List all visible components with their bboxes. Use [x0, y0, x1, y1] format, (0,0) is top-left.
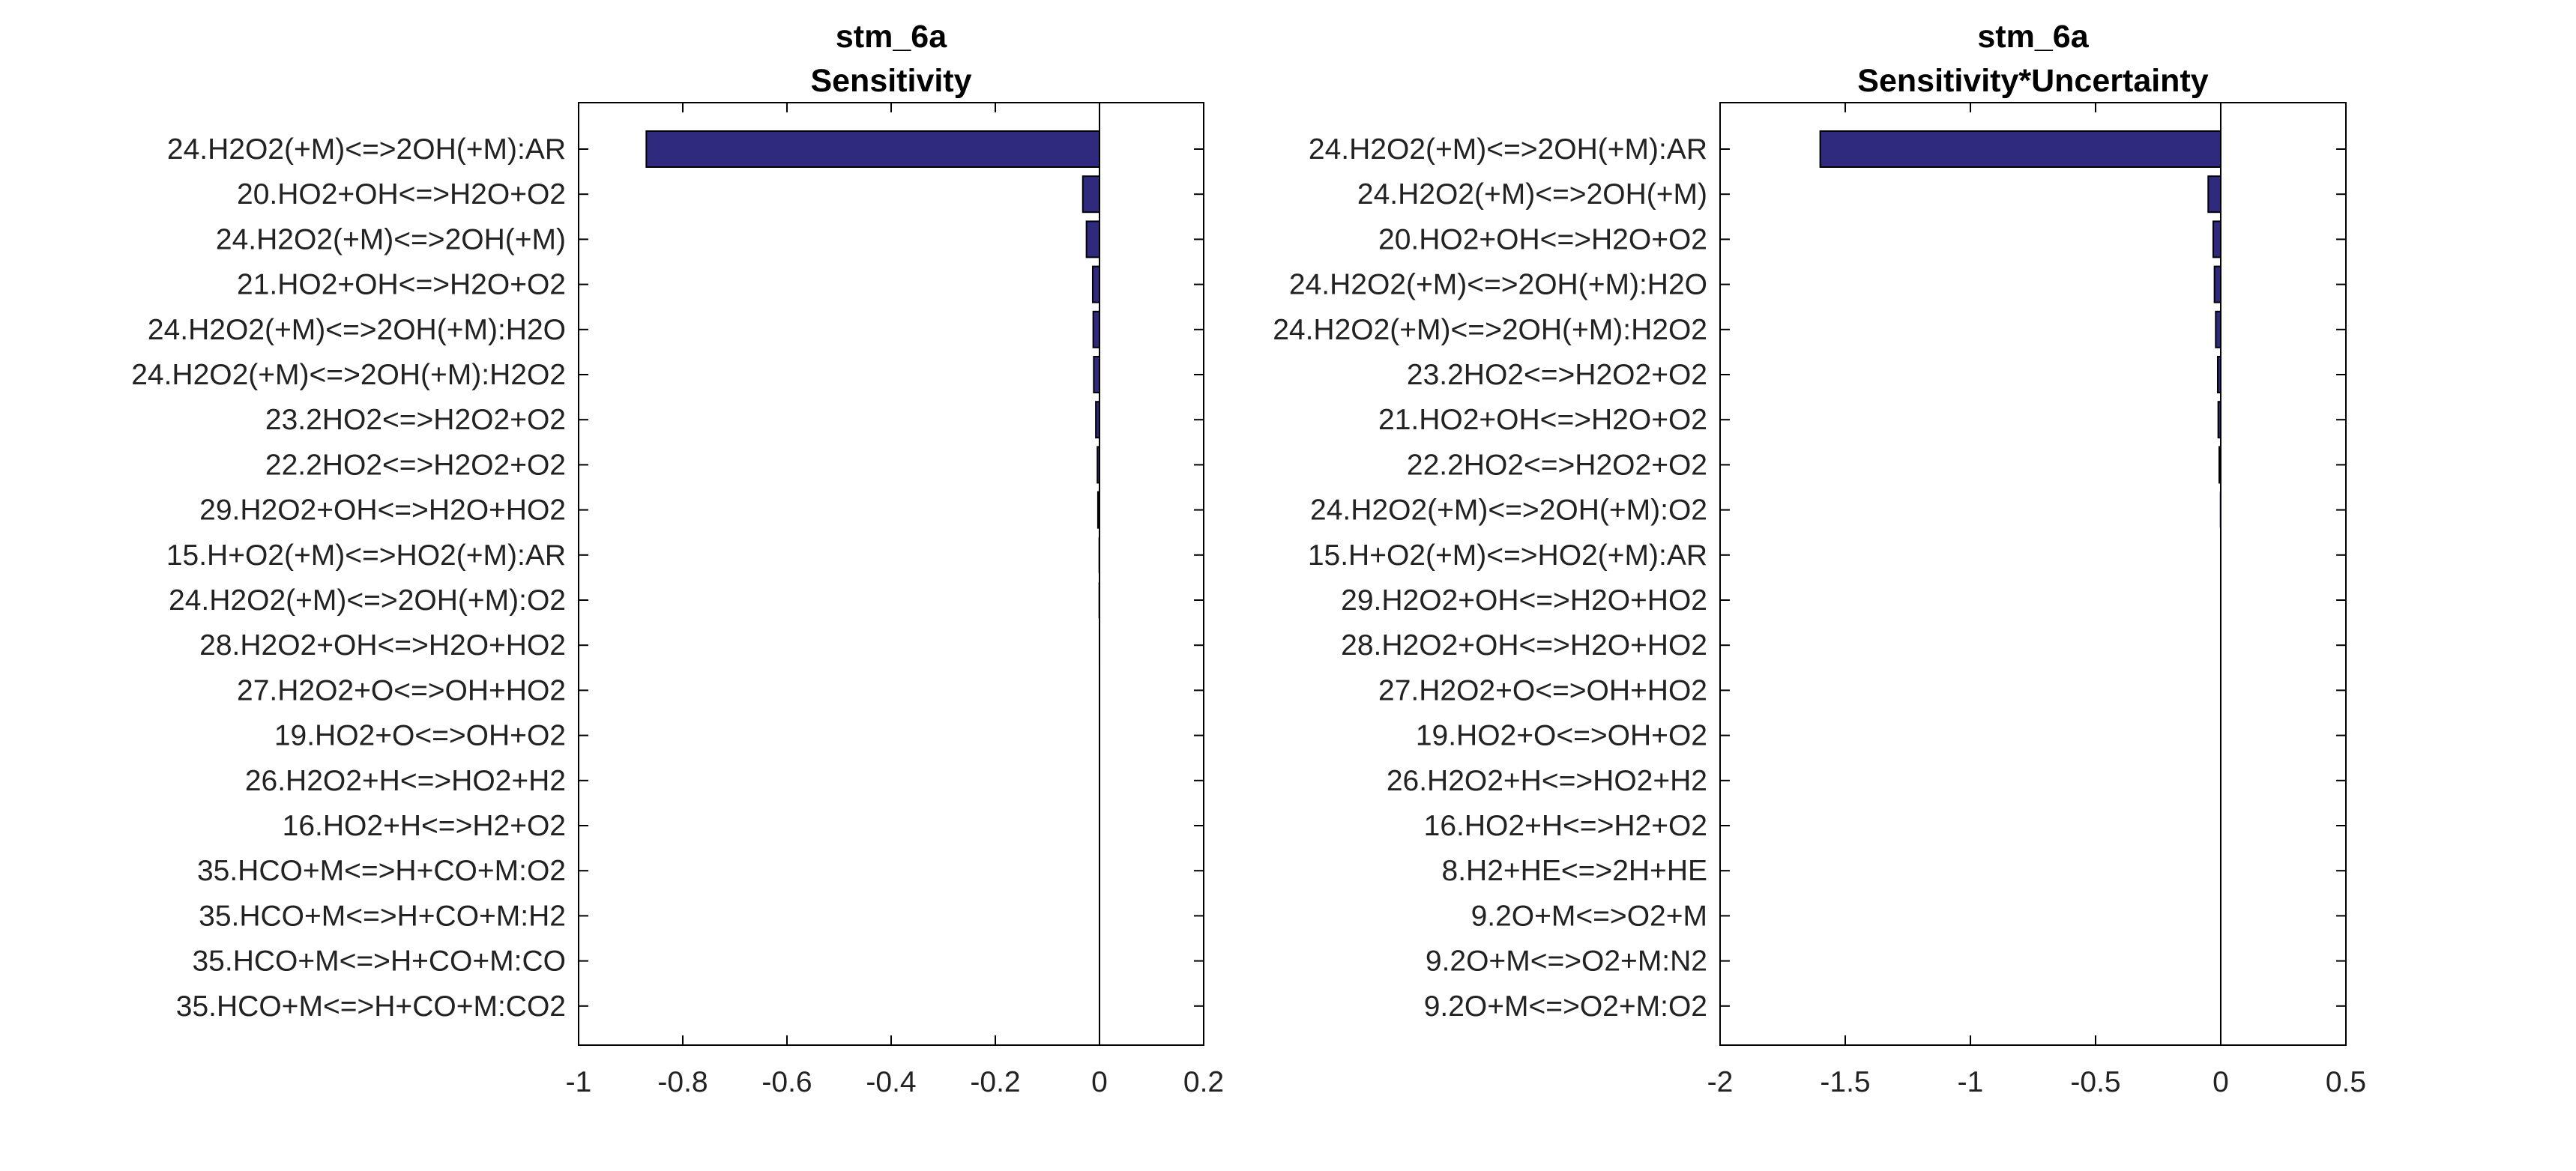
- y-tick-label: 24.H2O2(+M)<=>2OH(+M):H2O2: [1273, 314, 1707, 346]
- y-tick-label: 24.H2O2(+M)<=>2OH(+M):O2: [1310, 494, 1707, 527]
- y-tick-label: 9.2O+M<=>O2+M:N2: [1426, 945, 1707, 978]
- x-tick-label: -1.5: [1820, 1066, 1870, 1098]
- y-tick-label: 20.HO2+OH<=>H2O+O2: [237, 178, 566, 211]
- bar: [1091, 265, 1100, 303]
- chart-1: stm_6a Sensitivity 24.H2O2(+M)<=>2OH(+M):A…: [131, 19, 1224, 1098]
- y-tick-label: 23.2HO2<=>H2O2+O2: [265, 404, 566, 436]
- bar: [1819, 130, 2222, 168]
- axes-box: [1719, 102, 2347, 1046]
- chart-title-line1: stm_6a: [1977, 19, 2089, 55]
- y-tick-label: 24.H2O2(+M)<=>2OH(+M):O2: [169, 584, 566, 617]
- x-tick-label: 0.5: [2326, 1066, 2366, 1098]
- y-tick-label: 24.H2O2(+M)<=>2OH(+M): [216, 223, 566, 255]
- y-tick-label: 9.2O+M<=>O2+M: [1471, 900, 1707, 932]
- x-tick-label: -0.8: [657, 1066, 708, 1098]
- y-tick-label: 24.H2O2(+M)<=>2OH(+M):H2O: [1289, 269, 1707, 301]
- y-tick-label: 9.2O+M<=>O2+M:O2: [1424, 990, 1707, 1023]
- y-tick-label: 16.HO2+H<=>H2+O2: [283, 810, 566, 842]
- bar: [2213, 265, 2221, 303]
- y-tick-label: 24.H2O2(+M)<=>2OH(+M):AR: [167, 133, 566, 166]
- y-tick-label: 19.HO2+O<=>OH+O2: [274, 720, 566, 752]
- y-tick-label: 24.H2O2(+M)<=>2OH(+M): [1357, 178, 1707, 211]
- y-tick-label: 24.H2O2(+M)<=>2OH(+M):H2O2: [131, 359, 566, 391]
- x-tick-label: -1: [1958, 1066, 1984, 1098]
- y-tick-label: 20.HO2+OH<=>H2O+O2: [1378, 223, 1707, 255]
- y-tick-label: 15.H+O2(+M)<=>HO2(+M):AR: [1308, 539, 1707, 572]
- chart-title-line1: stm_6a: [836, 19, 947, 55]
- x-tick-label: -1: [566, 1066, 592, 1098]
- y-tick-label: 27.H2O2+O<=>OH+HO2: [237, 674, 566, 706]
- y-tick-label: 28.H2O2+OH<=>H2O+HO2: [199, 629, 566, 662]
- y-tick-label: 8.H2+HE<=>2H+HE: [1442, 855, 1707, 887]
- y-tick-label: 21.HO2+OH<=>H2O+O2: [1378, 404, 1707, 436]
- x-tick-label: -0.4: [866, 1066, 916, 1098]
- y-tick-label: 23.2HO2<=>H2O2+O2: [1407, 359, 1707, 391]
- y-tick-label: 27.H2O2+O<=>OH+HO2: [1378, 674, 1707, 706]
- y-tick-label: 35.HCO+M<=>H+CO+M:CO: [192, 945, 566, 978]
- chart-title-line2: Sensitivity: [810, 63, 971, 99]
- y-tick-label: 35.HCO+M<=>H+CO+M:O2: [197, 855, 566, 887]
- y-tick-label: 24.H2O2(+M)<=>2OH(+M):H2O: [148, 314, 566, 346]
- x-tick-label: -2: [1707, 1066, 1734, 1098]
- bar: [1093, 356, 1100, 393]
- x-tick-label: -0.2: [970, 1066, 1020, 1098]
- bar: [1082, 175, 1101, 214]
- bar: [1085, 220, 1100, 258]
- y-tick-label: 22.2HO2<=>H2O2+O2: [1407, 449, 1707, 481]
- chart-2: stm_6a Sensitivity*Uncertainty 24.H2O2(+M)…: [1273, 19, 2366, 1098]
- chart-title-line2: Sensitivity*Uncertainty: [1857, 63, 2208, 99]
- y-tick-label: 28.H2O2+OH<=>H2O+HO2: [1341, 629, 1707, 662]
- y-tick-label: 16.HO2+H<=>H2+O2: [1424, 810, 1707, 842]
- x-tick-label: 0.2: [1183, 1066, 1224, 1098]
- bar: [645, 130, 1100, 168]
- y-tick-label: 35.HCO+M<=>H+CO+M:H2: [199, 900, 566, 932]
- y-tick-label: 26.H2O2+H<=>HO2+H2: [1387, 765, 1707, 797]
- bar: [2212, 220, 2221, 258]
- x-tick-label: -0.5: [2070, 1066, 2120, 1098]
- bar: [2215, 310, 2222, 348]
- y-tick-label: 29.H2O2+OH<=>H2O+HO2: [199, 494, 566, 527]
- y-tick-label: 15.H+O2(+M)<=>HO2(+M):AR: [166, 539, 566, 572]
- y-tick-label: 22.2HO2<=>H2O2+O2: [265, 449, 566, 481]
- x-tick-label: 0: [1091, 1066, 1108, 1098]
- x-tick-label: -0.6: [761, 1066, 812, 1098]
- y-tick-label: 35.HCO+M<=>H+CO+M:CO2: [176, 990, 566, 1023]
- x-tick-label: 0: [2212, 1066, 2229, 1098]
- y-tick-label: 24.H2O2(+M)<=>2OH(+M):AR: [1309, 133, 1707, 166]
- y-tick-label: 26.H2O2+H<=>HO2+H2: [245, 765, 566, 797]
- y-tick-label: 19.HO2+O<=>OH+O2: [1416, 720, 1707, 752]
- bar: [2207, 175, 2222, 214]
- y-tick-label: 21.HO2+OH<=>H2O+O2: [237, 269, 566, 301]
- y-tick-label: 29.H2O2+OH<=>H2O+HO2: [1341, 584, 1707, 617]
- bar: [1092, 310, 1101, 348]
